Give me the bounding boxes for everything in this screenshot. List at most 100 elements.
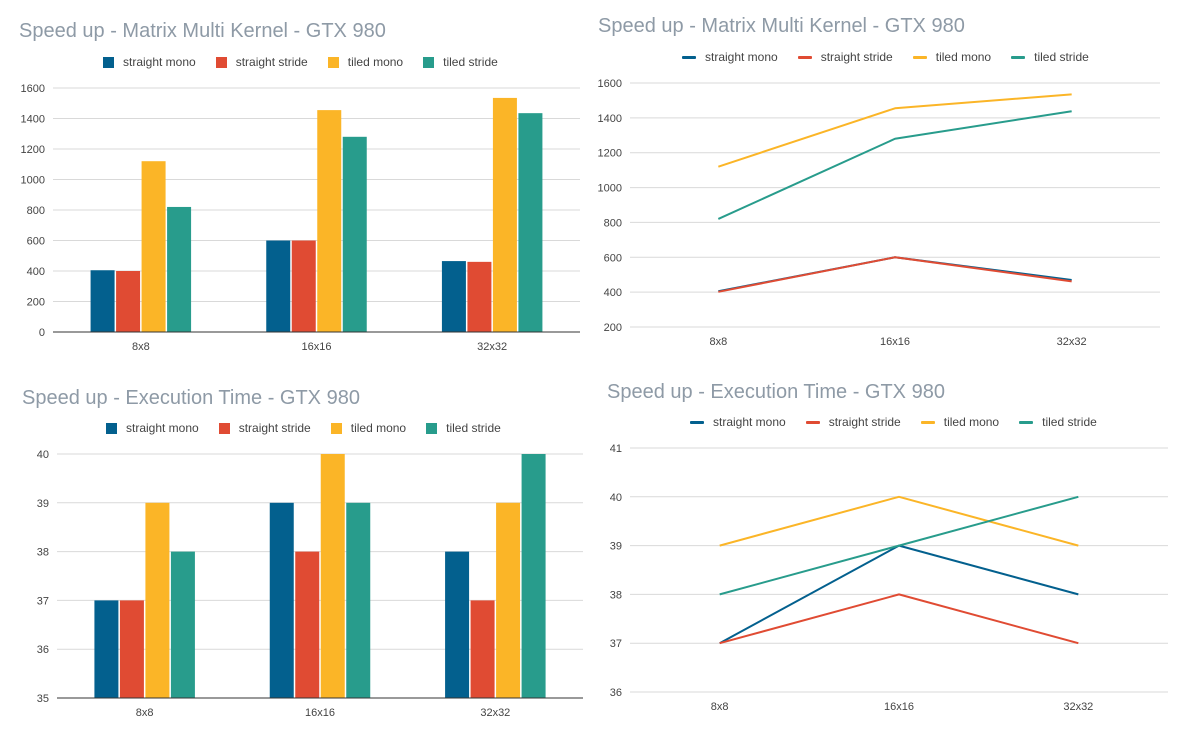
legend-swatch — [797, 55, 812, 59]
y-tick-label: 1400 — [598, 113, 622, 125]
y-tick-label: 1200 — [21, 144, 45, 156]
legend-item: straight stride — [218, 421, 311, 435]
legend-label: tiled stride — [1034, 50, 1089, 64]
x-tick-label: 32x32 — [1057, 336, 1087, 348]
y-tick-label: 37 — [610, 638, 622, 650]
y-tick-label: 38 — [37, 547, 49, 559]
x-tick-label: 16x16 — [880, 336, 910, 348]
legend-item: tiled mono — [920, 415, 1000, 429]
bar — [492, 97, 517, 332]
bar — [291, 240, 316, 332]
y-tick-label: 1400 — [21, 114, 45, 126]
y-tick-label: 200 — [604, 322, 622, 334]
legend: straight mono straight stride tiled mono… — [682, 50, 1109, 64]
legend-swatch — [327, 56, 339, 68]
y-tick-label: 1600 — [598, 78, 622, 90]
y-tick-label: 36 — [37, 644, 49, 656]
y-tick-label: 0 — [39, 327, 45, 339]
y-tick-label: 400 — [604, 287, 622, 299]
y-tick-label: 1200 — [598, 148, 622, 160]
y-tick-label: 35 — [37, 693, 49, 705]
legend-swatch — [1011, 55, 1026, 59]
legend-swatch — [215, 56, 227, 68]
plot-area: 36 37 38 39 40 41 8x8 16x16 32x32 — [610, 443, 1168, 713]
y-tick-label: 38 — [610, 589, 622, 601]
bar — [441, 261, 466, 332]
bar — [496, 502, 521, 698]
bar — [295, 551, 320, 698]
legend-label: tiled mono — [935, 50, 992, 64]
series-line — [717, 110, 1072, 220]
legend-label: tiled mono — [350, 421, 407, 435]
bar — [119, 600, 144, 698]
legend-label: straight stride — [828, 415, 901, 429]
y-tick-label: 1000 — [598, 183, 622, 195]
legend-item: straight mono — [690, 415, 786, 429]
y-tick-label: 400 — [27, 266, 45, 278]
x-tick-label: 16x16 — [305, 707, 335, 719]
bar — [141, 161, 166, 332]
legend-label: straight mono — [123, 55, 196, 69]
legend: straight mono straight stride tiled mono… — [103, 55, 518, 69]
bar — [518, 113, 543, 332]
y-tick-label: 800 — [604, 217, 622, 229]
y-tick-label: 200 — [27, 297, 45, 309]
x-tick-label: 32x32 — [1063, 701, 1093, 713]
legend-label: straight stride — [238, 421, 311, 435]
legend-item: straight stride — [805, 415, 901, 429]
bar — [320, 454, 345, 698]
y-tick-label: 40 — [610, 492, 622, 504]
x-tick-label: 8x8 — [132, 341, 150, 353]
chart-matrix-line: Speed up - Matrix Multi Kernel - GTX 980… — [593, 0, 1186, 367]
series-line — [719, 495, 1079, 547]
legend: straight mono straight stride tiled mono… — [690, 415, 1117, 429]
bar — [470, 600, 495, 698]
legend-item: tiled stride — [1019, 415, 1097, 429]
legend-label: tiled stride — [446, 421, 501, 435]
legend-item: tiled stride — [423, 55, 498, 69]
legend-swatch — [682, 55, 696, 59]
bar — [346, 502, 371, 698]
legend-label: tiled mono — [943, 415, 1000, 429]
bar — [90, 270, 115, 332]
plot-area: 200 400 600 800 1000 1200 1400 1600 8x8 16x16 32x3… — [598, 78, 1160, 348]
chart-title: Speed up - Matrix Multi Kernel - GTX 980 — [598, 15, 965, 37]
legend-swatch — [423, 56, 435, 68]
y-tick-label: 40 — [37, 449, 49, 461]
x-tick-label: 8x8 — [709, 336, 727, 348]
bar — [445, 551, 470, 698]
legend-label: straight mono — [713, 415, 786, 429]
series-line — [719, 593, 1079, 645]
legend-item: tiled mono — [912, 50, 992, 64]
x-tick-label: 16x16 — [884, 701, 914, 713]
y-tick-label: 39 — [610, 541, 622, 553]
y-tick-label: 39 — [37, 498, 49, 510]
legend-label: straight mono — [705, 50, 778, 64]
legend-label: straight stride — [235, 55, 308, 69]
legend-item: tiled mono — [330, 421, 407, 435]
legend: straight mono straight stride tiled mono… — [106, 421, 521, 435]
legend-swatch — [805, 420, 820, 424]
series-line — [719, 495, 1079, 596]
legend-swatch — [103, 56, 114, 68]
bar — [521, 454, 546, 698]
legend-swatch — [426, 422, 438, 434]
legend-item: straight mono — [103, 55, 196, 69]
legend-swatch — [690, 420, 704, 424]
legend-label: straight mono — [126, 421, 199, 435]
y-tick-label: 600 — [604, 252, 622, 264]
y-tick-label: 36 — [610, 687, 622, 699]
plot-area: 35 36 37 38 39 40 8x8 16x16 32x32 — [37, 449, 583, 719]
y-tick-label: 1000 — [21, 175, 45, 187]
chart-title: Speed up - Execution Time - GTX 980 — [607, 381, 945, 403]
series-line — [718, 256, 1072, 293]
legend-item: straight stride — [797, 50, 893, 64]
bar — [94, 600, 119, 698]
bar — [167, 206, 192, 332]
x-tick-label: 32x32 — [477, 341, 507, 353]
bar — [317, 110, 342, 332]
x-tick-label: 16x16 — [302, 341, 332, 353]
y-tick-label: 37 — [37, 595, 49, 607]
legend-label: tiled stride — [1042, 415, 1097, 429]
legend-swatch — [1019, 420, 1034, 424]
